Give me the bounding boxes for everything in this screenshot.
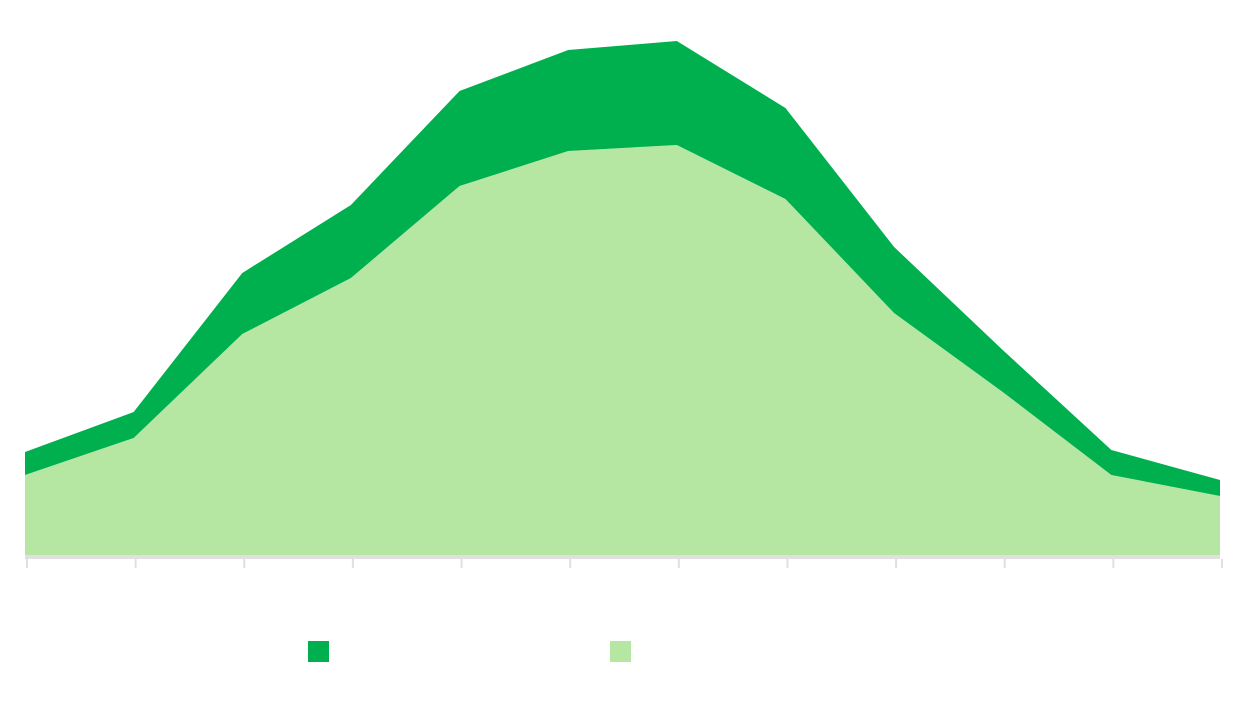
area bbox=[25, 41, 1220, 496]
legend-swatch bbox=[308, 641, 329, 662]
area bbox=[25, 145, 1220, 555]
legend-swatch bbox=[610, 641, 631, 662]
